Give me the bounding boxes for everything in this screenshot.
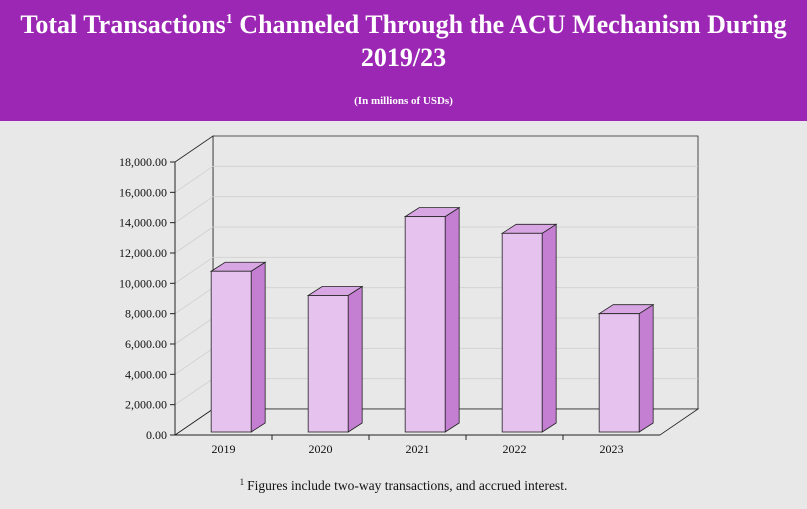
bar-side bbox=[250, 261, 266, 433]
x-tick-label: 2023 bbox=[600, 442, 624, 456]
title-footnote-marker: 1 bbox=[225, 12, 233, 27]
footnote-text: Figures include two-way transactions, an… bbox=[247, 478, 568, 493]
bar-side bbox=[638, 303, 654, 433]
x-tick-label: 2020 bbox=[309, 442, 333, 456]
title-text: Total Transactions bbox=[20, 10, 226, 39]
bar bbox=[598, 313, 640, 433]
y-tick-label: 16,000.00 bbox=[119, 185, 167, 199]
y-tick-label: 4,000.00 bbox=[125, 367, 167, 381]
bar bbox=[404, 216, 446, 433]
gridline-side bbox=[174, 166, 214, 193]
gridline-side bbox=[174, 317, 214, 345]
bar bbox=[210, 270, 252, 433]
gridline-side bbox=[174, 287, 214, 314]
bar-side bbox=[347, 285, 363, 433]
footnote: 1 Figures include two-way transactions, a… bbox=[0, 478, 807, 494]
gridline-side bbox=[174, 257, 214, 284]
y-tick-label: 18,000.00 bbox=[119, 155, 167, 169]
bar bbox=[307, 295, 349, 433]
x-tick-label: 2022 bbox=[503, 442, 527, 456]
gridline-side bbox=[174, 226, 214, 254]
gridline-side bbox=[174, 196, 214, 223]
bar bbox=[501, 232, 543, 433]
y-tick-label: 2,000.00 bbox=[125, 398, 167, 412]
chart-header: Total Transactions1 Channeled Through th… bbox=[0, 0, 807, 121]
chart-title: Total Transactions1 Channeled Through th… bbox=[0, 8, 807, 74]
bar-chart: 0.00 2,000.00 4,000.00 6,000.00 8,000.00 10,0… bbox=[119, 135, 700, 456]
y-tick-label: 0.00 bbox=[146, 428, 167, 442]
gridline-side bbox=[174, 348, 214, 375]
bar-side bbox=[444, 206, 460, 433]
gridline-side bbox=[174, 378, 214, 405]
footnote-marker: 1 bbox=[239, 477, 245, 487]
y-tick-label: 6,000.00 bbox=[125, 337, 167, 351]
left-wall bbox=[174, 135, 214, 436]
title-text-continued: Channeled Through the ACU Mechanism Duri… bbox=[232, 10, 787, 39]
title-period: 2019/23 bbox=[360, 43, 447, 72]
bar-side bbox=[541, 223, 557, 433]
y-tick-label: 14,000.00 bbox=[119, 216, 167, 230]
y-tick-label: 12,000.00 bbox=[119, 246, 167, 260]
x-tick-label: 2021 bbox=[406, 442, 430, 456]
y-tick-label: 10,000.00 bbox=[119, 276, 167, 290]
chart-subtitle: (In millions of USDs) bbox=[354, 95, 453, 107]
y-tick-label: 8,000.00 bbox=[125, 307, 167, 321]
x-tick-label: 2019 bbox=[212, 442, 236, 456]
